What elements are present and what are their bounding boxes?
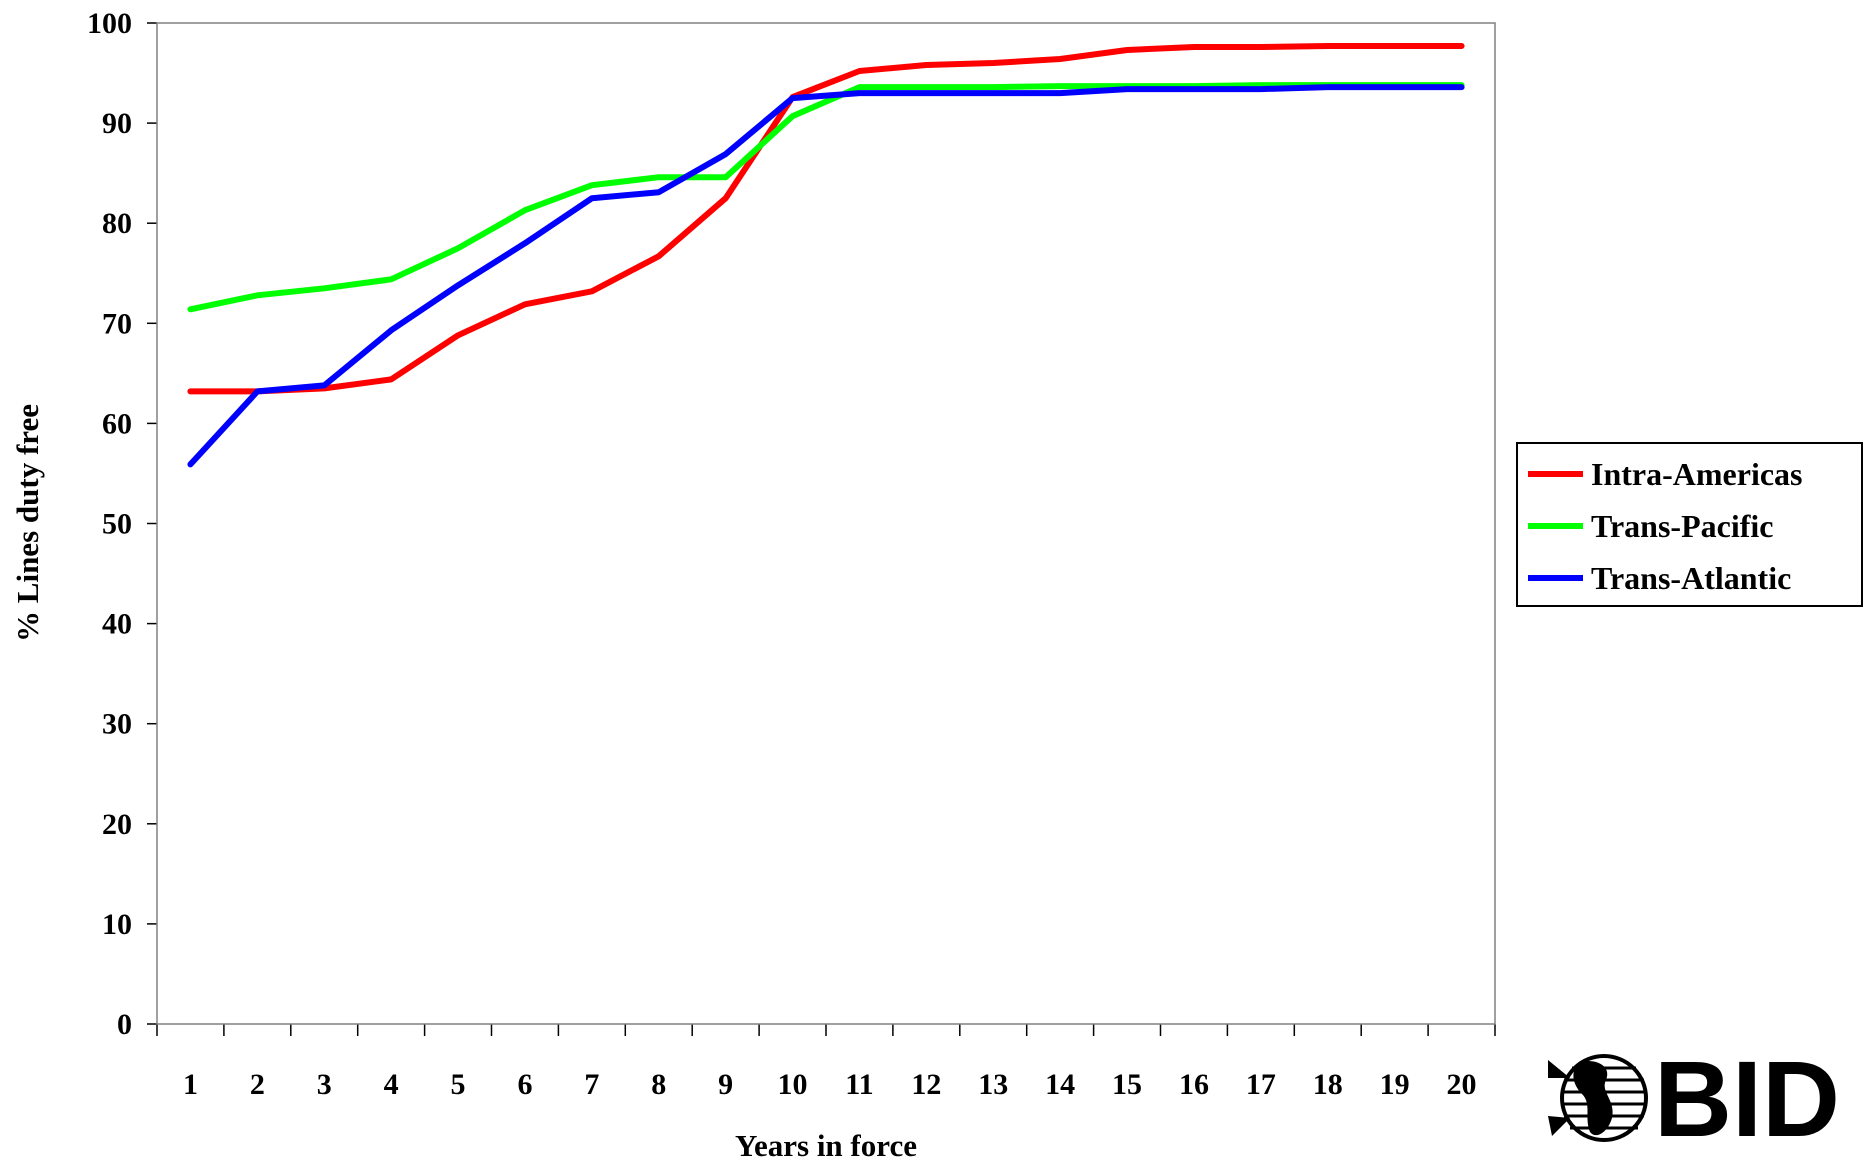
y-tick-label: 40	[102, 608, 132, 641]
x-tick-label: 13	[978, 1068, 1008, 1101]
logo-text: BID	[1654, 1038, 1840, 1159]
x-tick-label: 8	[651, 1068, 666, 1101]
x-tick-label: 7	[584, 1068, 599, 1101]
bid-logo: BID	[1548, 1038, 1840, 1159]
x-tick-label: 20	[1447, 1068, 1477, 1101]
series-line-trans-atlantic	[187, 84, 1465, 468]
x-tick-label: 6	[517, 1068, 532, 1101]
x-tick-label: 17	[1246, 1068, 1276, 1101]
x-tick-label: 14	[1045, 1068, 1075, 1101]
y-tick-label: 50	[102, 508, 132, 541]
y-tick-label: 60	[102, 407, 132, 440]
y-tick-label: 100	[87, 7, 132, 40]
x-tick-label: 5	[451, 1068, 466, 1101]
x-tick-label: 16	[1179, 1068, 1209, 1101]
y-tick-label: 90	[102, 107, 132, 140]
x-tick-label: 15	[1112, 1068, 1142, 1101]
x-axis-title: Years in force	[735, 1128, 917, 1161]
series-lines	[187, 43, 1465, 468]
y-tick-label: 20	[102, 808, 132, 841]
x-tick-label: 1	[183, 1068, 198, 1101]
x-tick-label: 3	[317, 1068, 332, 1101]
y-tick-label: 70	[102, 307, 132, 340]
series-line-intra-americas	[187, 43, 1465, 395]
legend-label: Intra-Americas	[1591, 456, 1802, 492]
globe-icon	[1548, 1054, 1648, 1142]
legend: Intra-Americas Trans-Pacific Trans-Atlanti…	[1516, 442, 1863, 607]
x-tick-label: 4	[384, 1068, 399, 1101]
y-tick-label: 30	[102, 708, 132, 741]
x-tick-label: 11	[845, 1068, 873, 1101]
x-tick-label: 10	[778, 1068, 808, 1101]
y-tick-label: 0	[117, 1008, 132, 1041]
series-line-trans-pacific	[187, 82, 1465, 313]
x-tick-label: 12	[911, 1068, 941, 1101]
x-tick-label: 9	[718, 1068, 733, 1101]
plot-area	[156, 22, 1496, 1025]
x-tick-label: 18	[1313, 1068, 1343, 1101]
y-axis-title: % Lines duty free	[10, 404, 45, 642]
y-axis-ticks: 0 10 20 30 40 50 60 70 80 90 100	[87, 7, 157, 1041]
x-tick-label: 19	[1380, 1068, 1410, 1101]
x-tick-label: 2	[250, 1068, 265, 1101]
y-tick-label: 80	[102, 207, 132, 240]
y-tick-label: 10	[102, 908, 132, 941]
legend-label: Trans-Pacific	[1591, 508, 1773, 544]
x-axis-ticks: 1 2 3 4 5 6 7 8 9 10 11 12 13 14 15 16 17 18 19 20	[156, 1024, 1496, 1101]
legend-label: Trans-Atlantic	[1591, 560, 1791, 596]
